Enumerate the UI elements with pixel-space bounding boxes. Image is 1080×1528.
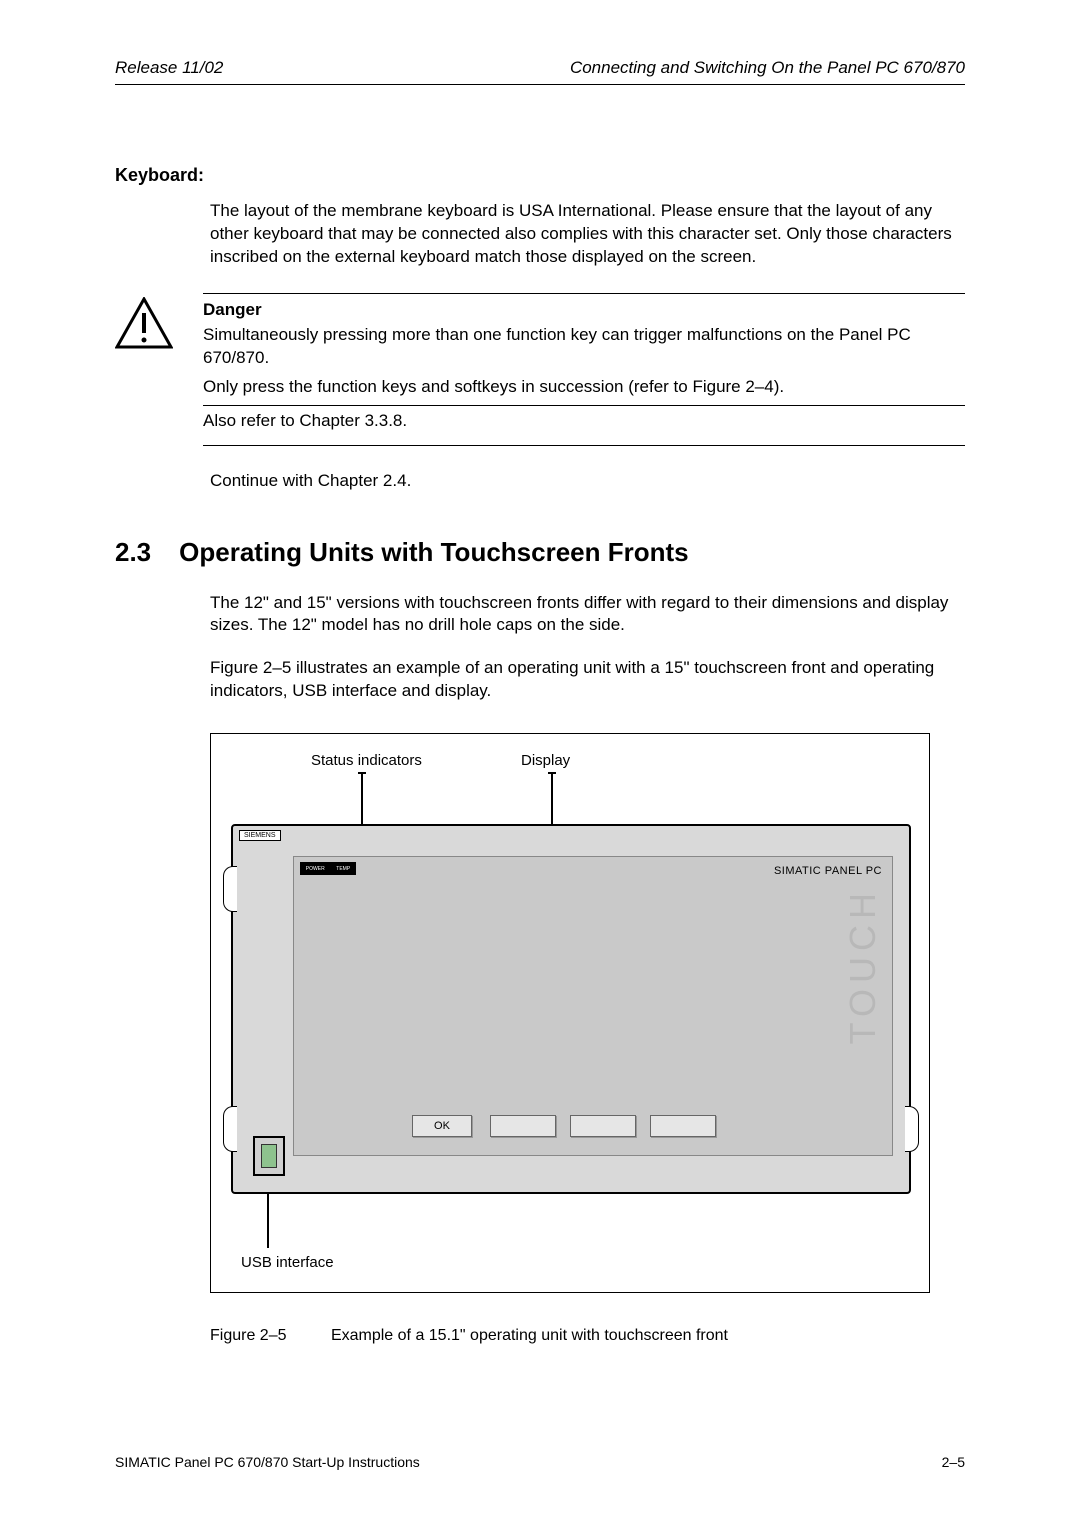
danger-p1: Simultaneously pressing more than one fu… [203,324,965,370]
figure-wrap: Status indicators Display SIEMENS POWER … [210,733,965,1345]
status-power: POWER [306,866,325,872]
softkey [570,1115,636,1137]
callout-cap [548,772,556,774]
clip-icon [223,866,237,912]
danger-p2: Only press the function keys and softkey… [203,376,965,399]
status-temp: TEMP [336,866,350,872]
panel-brand: SIEMENS [239,830,281,841]
page-footer: SIMATIC Panel PC 670/870 Start-Up Instru… [115,1454,965,1470]
danger-block: Danger Simultaneously pressing more than… [115,293,965,446]
keyboard-text: The layout of the membrane keyboard is U… [210,200,965,269]
figure-box: Status indicators Display SIEMENS POWER … [210,733,930,1293]
page-header: Release 11/02 Connecting and Switching O… [115,58,965,85]
header-right: Connecting and Switching On the Panel PC… [570,58,965,78]
keyboard-label: Keyboard: [115,165,965,186]
header-left: Release 11/02 [115,58,223,78]
clip-icon [905,1106,919,1152]
ok-button: OK [412,1115,472,1137]
continue-text: Continue with Chapter 2.4. [210,470,965,493]
callout-line-usb [267,1194,269,1248]
figure-caption-label: Figure 2–5 [210,1327,287,1344]
callout-cap [358,772,366,774]
callout-display: Display [521,752,570,769]
warning-triangle-icon [115,297,173,354]
softkey [650,1115,716,1137]
section-heading: 2.3 Operating Units with Touchscreen Fro… [115,537,965,568]
panel-screen: POWER TEMP SIMATIC PANEL PC TOUCH OK [293,856,893,1156]
danger-content: Danger Simultaneously pressing more than… [203,293,965,446]
softkey [490,1115,556,1137]
footer-left: SIMATIC Panel PC 670/870 Start-Up Instru… [115,1454,420,1470]
clip-icon [223,1106,237,1152]
figure-caption: Figure 2–5 Example of a 15.1" operating … [210,1327,965,1345]
callout-usb: USB interface [241,1254,334,1271]
section-p1: The 12" and 15" versions with touchscree… [210,592,965,638]
section-p2: Figure 2–5 illustrates an example of an … [210,657,965,703]
footer-right: 2–5 [942,1454,965,1470]
figure-caption-text: Example of a 15.1" operating unit with t… [331,1327,728,1344]
usb-inner-icon [261,1144,277,1168]
section-title: Operating Units with Touchscreen Fronts [179,537,688,568]
section-number: 2.3 [115,537,151,568]
status-indicator-bar: POWER TEMP [300,862,356,875]
danger-title: Danger [203,300,965,320]
touch-text: TOUCH [842,887,884,1044]
panel-frame: SIEMENS POWER TEMP SIMATIC PANEL PC TOUC… [231,824,911,1194]
panel-product-label: SIMATIC PANEL PC [774,865,882,877]
usb-port-icon [253,1136,285,1176]
callout-status: Status indicators [311,752,422,769]
danger-p3: Also refer to Chapter 3.3.8. [203,405,965,433]
